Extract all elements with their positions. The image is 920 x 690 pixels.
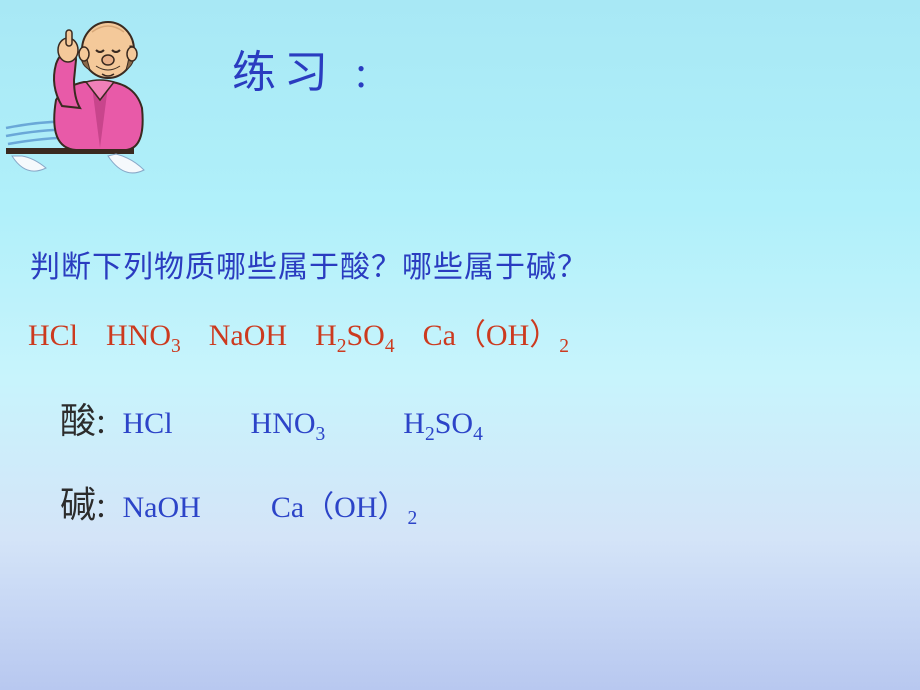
chem-formula: NaOH [123,491,201,524]
base-values: NaOH Ca（OH）2 [115,488,418,525]
question-text: 判断下列物质哪些属于酸？哪些属于碱？ [30,242,588,286]
chem-formula: HNO3 [106,319,181,352]
chem-formula: HNO3 [251,407,326,440]
chem-formula: Ca（OH）2 [271,491,417,524]
chem-formula: HCl [28,319,78,352]
formula-candidates: HCl HNO3 NaOH H2SO4 Ca（OH）2 [28,310,569,354]
acid-label: 酸: [60,401,106,441]
chem-formula: H2SO4 [403,407,483,440]
chem-formula: HCl [123,407,173,440]
answer-base-row: 碱: NaOH Ca（OH）2 [60,476,417,528]
acid-values: HCl HNO3 H2SO4 [115,404,483,441]
chem-formula: Ca（OH）2 [423,319,569,352]
teacher-cartoon [4,8,168,188]
slide-title: 练习 : [232,36,375,100]
base-label: 碱: [60,485,106,525]
answer-acid-row: 酸: HCl HNO3 H2SO4 [60,392,483,444]
chem-formula: H2SO4 [315,319,395,352]
chem-formula: NaOH [209,319,287,352]
